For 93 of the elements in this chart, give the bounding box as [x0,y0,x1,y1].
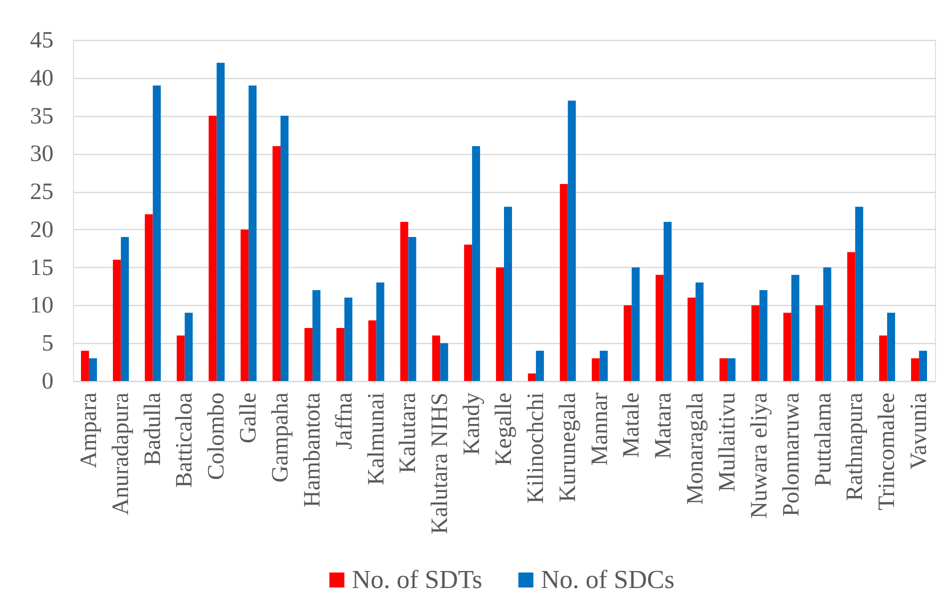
bar [120,237,129,381]
bar [440,343,448,381]
bar [600,350,608,381]
x-tick-label: Polonnaruwa [778,392,804,517]
bar [208,116,217,381]
y-tick-label: 25 [30,179,54,206]
x-tick-label: Hambantota [299,392,326,508]
bar [536,350,544,381]
bar [664,222,672,381]
x-tick-label: Badulla [140,392,166,466]
bar [632,267,640,381]
bar [368,320,376,381]
x-tick-label: Jaffna [331,392,358,450]
bar [791,274,800,381]
bar [400,222,408,381]
y-tick-label: 45 [30,28,54,54]
bar [823,267,832,381]
x-tick-label: Nuwara eliya [746,392,772,518]
x-tick-label: Ampara [76,392,102,468]
y-tick-label: 10 [30,292,54,319]
y-tick-label: 0 [42,368,54,394]
x-tick-label: Galle [236,392,262,444]
bar [911,358,920,381]
bar [112,260,121,381]
x-tick-label: Kilinochchi [522,392,549,504]
y-tick-label: 5 [42,330,54,357]
x-tick-label: Colombo [204,392,230,480]
bar [216,62,225,381]
y-tick-label: 30 [30,141,54,168]
bar [696,282,704,381]
bar [312,290,320,381]
y-tick-label: 40 [30,65,54,92]
x-tick-label: Mannar [586,392,613,466]
bar [240,229,249,381]
y-tick-label: 20 [30,216,54,243]
bar [472,146,480,381]
x-tick-label: Trincomalee [874,392,900,510]
x-tick-label: Matale [618,392,645,458]
x-tick-label: Matara [650,392,677,460]
x-tick-label: Kurunegala [554,392,581,502]
bar [280,116,288,381]
bar [344,298,352,381]
bar [847,252,856,381]
bar [528,373,536,381]
x-tick-label: Kalmunai [363,392,390,486]
bar [855,206,864,381]
bar [272,146,281,381]
bar [815,305,824,381]
x-tick-label: Kalutara NIHS [427,392,454,534]
x-tick-label: Kegalle [491,392,517,466]
bar [919,350,928,381]
bar [887,312,896,381]
bar [176,336,185,381]
x-tick-label: Gampaha [268,392,294,483]
bar [656,274,664,381]
x-tick-label: Rathnapura [842,392,868,501]
bar [751,305,760,381]
bar [727,358,736,381]
x-tick-label: Vavunia [906,392,932,470]
x-tick-label: Kalutara [395,392,422,474]
bar [504,206,512,381]
x-tick-label: Anuradapura [108,392,134,516]
bar [624,305,632,381]
bar [688,298,696,381]
bar [496,267,504,381]
bar [144,214,153,381]
x-tick-label: Batticaloa [172,392,198,488]
bar [759,290,768,381]
y-tick-label: 15 [30,254,54,281]
bar [248,85,257,381]
legend-label: No. of SDCs [540,565,674,594]
bar [88,358,97,381]
bar [408,237,416,381]
bar [376,282,384,381]
y-tick-label: 35 [30,103,54,130]
x-tick-label: Mullaitivu [714,392,740,492]
bar [184,312,193,381]
bar [304,328,312,381]
bar [568,100,576,381]
x-tick-label: Puttalama [810,392,836,486]
x-tick-label: Monaragala [682,392,709,505]
legend-label: No. of SDTs [352,565,482,594]
bar [560,184,568,381]
bar [783,312,792,381]
bar [879,336,888,381]
bar [464,244,472,381]
bar [80,350,89,381]
bar [720,358,728,381]
bar [432,336,440,381]
bar [592,358,600,381]
bar [336,328,344,381]
x-tick-label: Kandy [459,392,486,456]
bar [152,85,161,381]
